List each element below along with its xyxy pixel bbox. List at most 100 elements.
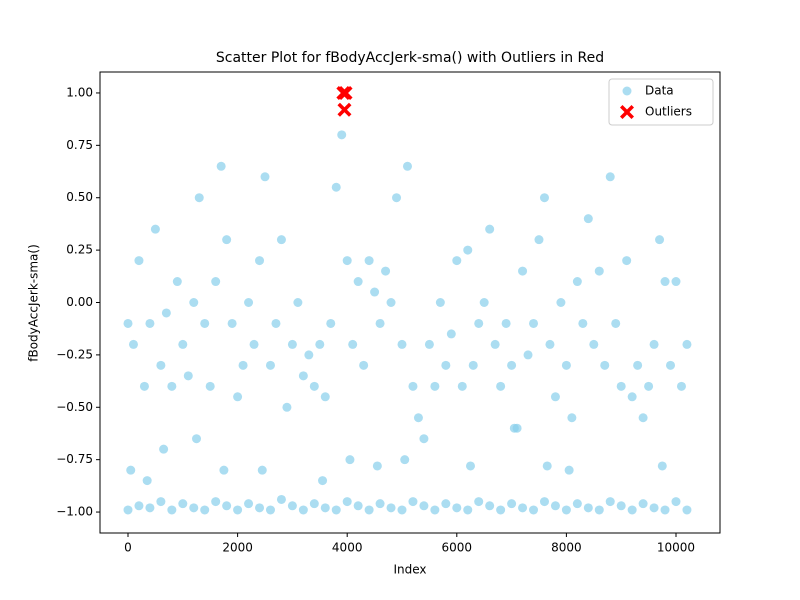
data-point [293, 298, 303, 307]
data-point [441, 360, 451, 370]
data-point [509, 423, 519, 433]
legend-marker [620, 105, 634, 119]
data-point [572, 499, 582, 509]
data-point [159, 444, 169, 454]
data-point [145, 318, 155, 328]
data-point [386, 298, 396, 307]
data-point [145, 503, 155, 513]
data-point [282, 402, 292, 412]
data-point [375, 318, 385, 328]
data-point [123, 318, 133, 328]
data-point [172, 277, 182, 287]
data-point [142, 476, 152, 486]
data-point [178, 499, 188, 509]
data-point [238, 360, 248, 370]
data-point [474, 318, 484, 328]
data-point [578, 318, 588, 328]
data-point [345, 455, 355, 465]
data-point [649, 339, 659, 349]
data-point [539, 193, 549, 203]
data-point [337, 130, 347, 140]
legend-marker [622, 86, 632, 96]
data-point [386, 503, 396, 513]
data-point [622, 256, 632, 266]
y-tick-label: −0.25 [56, 347, 93, 361]
data-point [561, 505, 571, 515]
data-point [507, 360, 517, 370]
data-point [219, 465, 229, 475]
data-point [331, 182, 341, 192]
data-point [222, 501, 232, 511]
data-point [556, 298, 566, 307]
data-point [605, 497, 615, 507]
data-point [183, 371, 193, 381]
data-point [446, 329, 456, 339]
data-point [205, 381, 215, 391]
data-point [287, 501, 297, 511]
data-point [194, 193, 204, 203]
data-point [523, 350, 533, 360]
data-point [359, 360, 369, 370]
data-point [518, 266, 528, 276]
data-point [260, 172, 270, 182]
data-point [479, 298, 489, 307]
x-tick-label: 0 [124, 541, 132, 555]
data-point [167, 381, 177, 391]
data-point [485, 224, 495, 234]
data-point [370, 287, 380, 297]
x-tick-label: 10000 [657, 541, 695, 555]
data-point [567, 413, 577, 423]
chart-title: Scatter Plot for fBodyAccJerk-sma() with… [216, 50, 604, 66]
data-point [501, 318, 511, 328]
data-point [660, 277, 670, 287]
data-point [364, 256, 374, 266]
data-point [605, 172, 615, 182]
data-point [561, 360, 571, 370]
data-point [671, 277, 681, 287]
data-point [392, 193, 402, 203]
data-point [657, 461, 667, 471]
data-point [211, 277, 221, 287]
data-point [435, 298, 445, 307]
x-tick-label: 6000 [442, 541, 473, 555]
data-point [348, 339, 358, 349]
data-point [583, 214, 593, 224]
data-point [375, 499, 385, 509]
data-point [655, 235, 665, 245]
x-tick-label: 8000 [551, 541, 582, 555]
y-axis-label: fBodyAccJerk-sma() [27, 244, 41, 362]
data-point [682, 505, 692, 515]
data-point [529, 318, 539, 328]
data-point [430, 505, 440, 515]
data-point [257, 465, 267, 475]
data-point [564, 465, 574, 475]
data-point [400, 455, 410, 465]
data-point [315, 339, 325, 349]
data-point [298, 505, 308, 515]
data-point [309, 381, 319, 391]
data-point [326, 318, 336, 328]
data-point [381, 266, 391, 276]
legend-label: Data [645, 84, 674, 98]
data-point [452, 503, 462, 513]
y-tick-label: −0.75 [56, 452, 93, 466]
data-point [287, 339, 297, 349]
data-point [161, 308, 171, 318]
data-point [342, 497, 352, 507]
data-point [233, 392, 243, 402]
data-point [474, 497, 484, 507]
data-point [572, 277, 582, 287]
data-point [594, 505, 604, 515]
data-point [550, 501, 560, 511]
data-point [255, 256, 265, 266]
data-point [633, 360, 643, 370]
data-point [457, 381, 467, 391]
data-point [372, 461, 382, 471]
data-point [397, 505, 407, 515]
data-point [545, 339, 555, 349]
data-point [318, 476, 328, 486]
data-point [397, 339, 407, 349]
data-point [156, 497, 166, 507]
data-point [402, 161, 412, 171]
data-point [265, 360, 275, 370]
